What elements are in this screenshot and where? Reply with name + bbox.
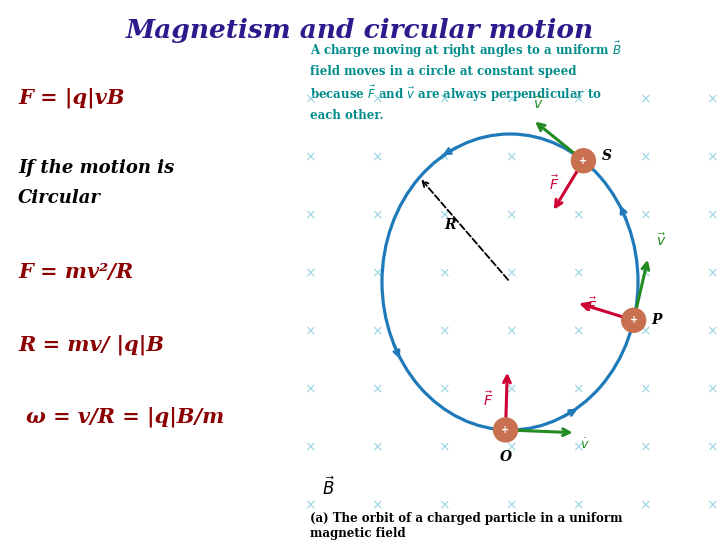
Text: ×: × [505,92,517,106]
Text: ×: × [438,382,450,396]
Text: ×: × [572,150,584,164]
Text: ×: × [639,382,651,396]
Text: $\vec{F}$: $\vec{F}$ [587,296,597,315]
Text: ×: × [304,150,316,164]
Text: ×: × [706,92,718,106]
Text: ×: × [706,150,718,164]
Text: ×: × [706,440,718,454]
Text: F = mv²/R: F = mv²/R [18,262,133,282]
Circle shape [621,308,646,332]
Text: ×: × [372,440,383,454]
Text: ×: × [372,382,383,396]
Text: ×: × [505,440,517,454]
Text: ×: × [372,266,383,280]
Text: ×: × [372,324,383,338]
Text: ×: × [639,440,651,454]
Text: +: + [501,425,510,435]
Text: ×: × [438,92,450,106]
Text: F = |q|vB: F = |q|vB [18,87,125,108]
Text: If the motion is: If the motion is [18,159,174,177]
Text: ×: × [304,92,316,106]
Text: ×: × [505,498,517,512]
Text: $\vec{F}$: $\vec{F}$ [549,174,559,193]
Text: ×: × [639,92,651,106]
Text: R: R [444,218,456,232]
Text: $\vec{v}$: $\vec{v}$ [533,95,543,112]
Text: ×: × [304,440,316,454]
Text: ×: × [572,92,584,106]
Text: $\vec{B}$: $\vec{B}$ [322,477,336,500]
Text: ×: × [372,208,383,222]
Text: ×: × [304,498,316,512]
Text: ×: × [505,208,517,222]
Text: S: S [601,148,611,163]
Text: ×: × [372,498,383,512]
Text: ×: × [438,150,450,164]
Text: ×: × [438,440,450,454]
Text: ×: × [505,324,517,338]
Text: ×: × [372,92,383,106]
Text: ×: × [706,498,718,512]
Text: A charge moving at right angles to a uniform $\vec{B}$
field moves in a circle a: A charge moving at right angles to a uni… [310,40,621,122]
Text: ×: × [639,208,651,222]
Text: O: O [500,450,512,464]
Text: ×: × [438,324,450,338]
Text: ×: × [706,382,718,396]
Text: $\vec{F}$: $\vec{F}$ [483,390,493,409]
Text: ×: × [304,324,316,338]
Text: ×: × [639,150,651,164]
Text: ×: × [572,266,584,280]
Text: Circular: Circular [18,189,101,207]
Text: +: + [629,315,638,325]
Text: ×: × [438,498,450,512]
Text: ×: × [505,266,517,280]
Text: ×: × [639,498,651,512]
Text: ×: × [639,324,651,338]
Text: ×: × [438,266,450,280]
Text: (a) The orbit of a charged particle in a uniform
magnetic field: (a) The orbit of a charged particle in a… [310,512,623,540]
Text: +: + [580,156,588,166]
Text: ×: × [505,382,517,396]
Text: ×: × [438,208,450,222]
Circle shape [493,418,518,442]
Text: ×: × [304,208,316,222]
Text: ×: × [372,150,383,164]
Text: Magnetism and circular motion: Magnetism and circular motion [126,18,594,43]
Text: ω = v/R = |q|B/m: ω = v/R = |q|B/m [26,407,224,427]
Text: ×: × [572,440,584,454]
Text: ×: × [706,324,718,338]
Text: ×: × [572,324,584,338]
Text: ×: × [706,266,718,280]
Text: ×: × [505,150,517,164]
Text: ×: × [304,266,316,280]
Text: ×: × [572,382,584,396]
Text: ×: × [304,382,316,396]
Circle shape [572,148,595,173]
Text: P: P [652,313,662,327]
Text: ×: × [572,498,584,512]
Text: ×: × [639,266,651,280]
Text: R = mv/ |q|B: R = mv/ |q|B [18,335,164,355]
Text: $\dot{v}$: $\dot{v}$ [580,438,590,453]
Text: $\vec{v}$: $\vec{v}$ [657,232,667,249]
Text: ×: × [706,208,718,222]
Text: ×: × [572,208,584,222]
